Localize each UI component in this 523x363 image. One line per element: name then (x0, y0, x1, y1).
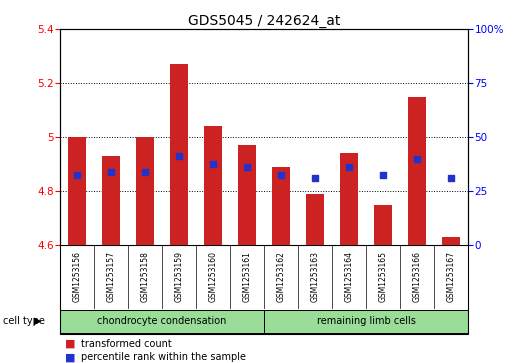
Text: GSM1253166: GSM1253166 (413, 251, 422, 302)
Text: GSM1253162: GSM1253162 (277, 251, 286, 302)
Text: transformed count: transformed count (81, 339, 172, 349)
Text: chondrocyte condensation: chondrocyte condensation (97, 316, 227, 326)
Text: GSM1253158: GSM1253158 (141, 251, 150, 302)
Text: cell type: cell type (3, 316, 44, 326)
Point (277, 172, 286, 178)
Bar (136, 137, 154, 245)
Point (311, 175, 320, 180)
Text: GSM1253164: GSM1253164 (345, 251, 354, 302)
Bar (68, 137, 86, 245)
Text: remaining limb cells: remaining limb cells (316, 316, 416, 326)
Bar (170, 64, 188, 245)
Point (209, 161, 218, 167)
Text: ▶: ▶ (34, 316, 41, 326)
Point (379, 172, 388, 178)
Bar (204, 126, 222, 245)
Bar (374, 204, 392, 245)
Text: GSM1253161: GSM1253161 (243, 251, 252, 302)
Text: GSM1253157: GSM1253157 (107, 251, 116, 302)
Point (447, 175, 456, 180)
Title: GDS5045 / 242624_at: GDS5045 / 242624_at (188, 14, 340, 28)
Bar (340, 153, 358, 245)
Text: ■: ■ (65, 339, 76, 349)
Point (413, 156, 422, 162)
Point (345, 164, 354, 170)
Text: GSM1253159: GSM1253159 (175, 251, 184, 302)
Point (73, 172, 82, 178)
Text: ■: ■ (65, 352, 76, 362)
Bar (442, 237, 460, 245)
FancyBboxPatch shape (60, 310, 264, 333)
Text: GSM1253165: GSM1253165 (379, 251, 388, 302)
Bar (272, 167, 290, 245)
Point (175, 153, 184, 159)
Bar (102, 156, 120, 245)
FancyBboxPatch shape (264, 310, 468, 333)
Point (107, 169, 116, 175)
Bar (408, 97, 426, 245)
Point (243, 164, 252, 170)
Text: GSM1253160: GSM1253160 (209, 251, 218, 302)
Bar (306, 194, 324, 245)
Text: GSM1253156: GSM1253156 (73, 251, 82, 302)
Text: GSM1253163: GSM1253163 (311, 251, 320, 302)
Text: percentile rank within the sample: percentile rank within the sample (81, 352, 246, 362)
Point (141, 169, 150, 175)
Text: GSM1253167: GSM1253167 (447, 251, 456, 302)
Bar (238, 145, 256, 245)
